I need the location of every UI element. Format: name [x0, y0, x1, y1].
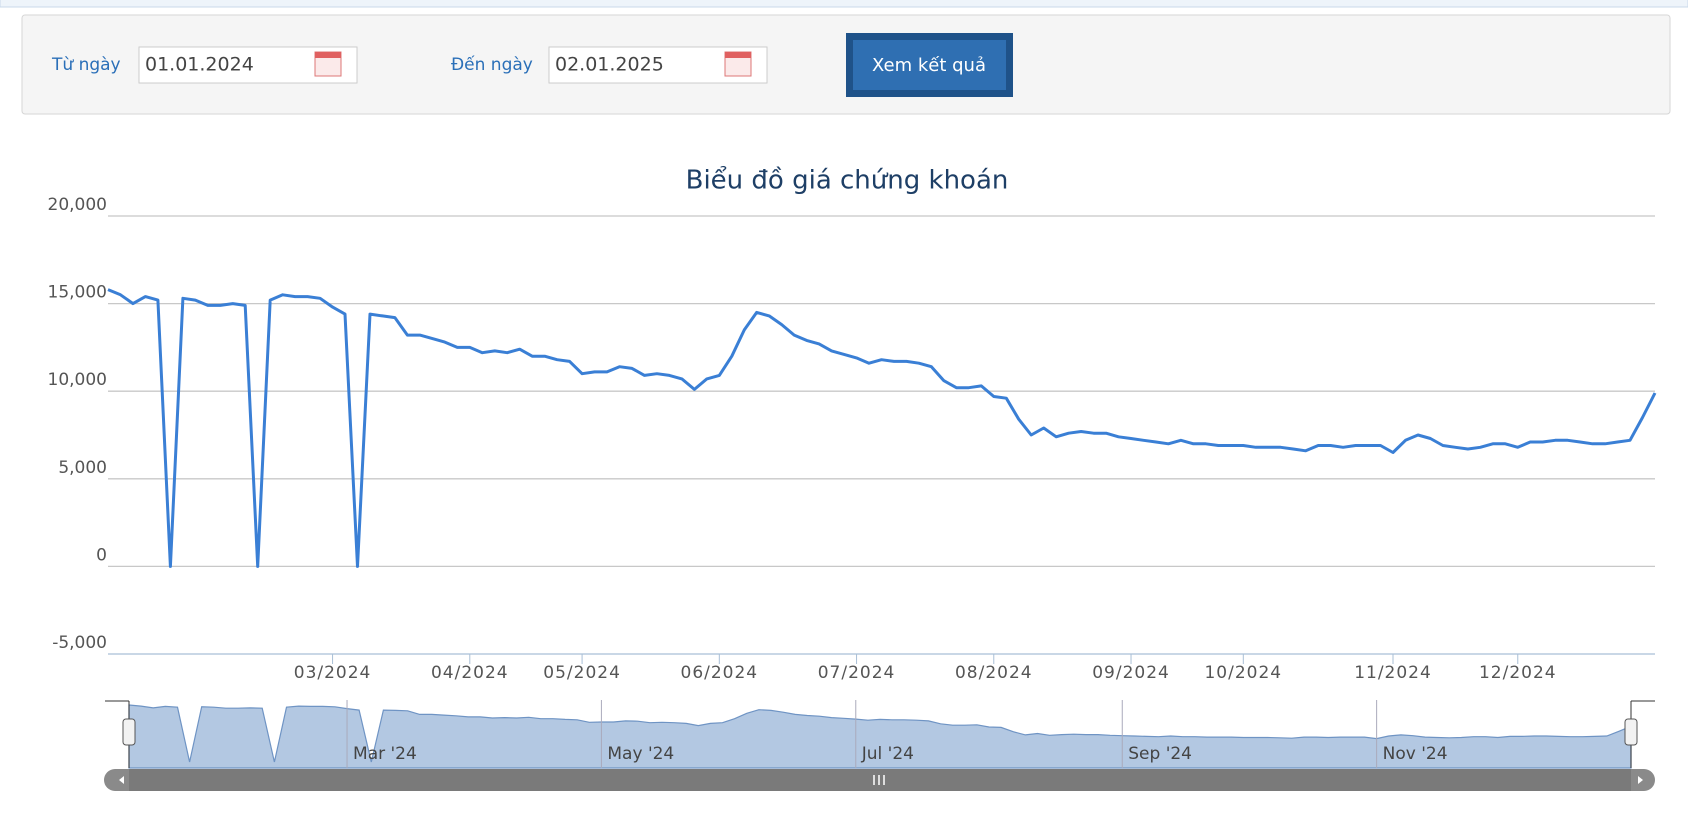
x-tick-label: 03/2024 — [294, 663, 372, 683]
y-tick-label: 10,000 — [48, 370, 107, 390]
y-tick-label: 20,000 — [48, 195, 107, 215]
navigator-handle[interactable] — [122, 718, 136, 746]
calendar-icon-top[interactable] — [315, 52, 341, 58]
calendar-icon[interactable] — [724, 51, 752, 77]
y-tick-label: -5,000 — [52, 633, 107, 653]
scroll-grip — [873, 775, 885, 785]
x-tick-label: 07/2024 — [818, 663, 896, 683]
submit-label[interactable]: Xem kết quả — [872, 55, 986, 76]
navigator-label: Jul '24 — [861, 744, 914, 764]
navigator-label: Mar '24 — [353, 744, 417, 764]
scroll-left-arrow — [119, 776, 124, 784]
x-tick-label: 08/2024 — [955, 663, 1033, 683]
navigator-label: Nov '24 — [1383, 744, 1448, 764]
chart-title: Biểu đồ giá chứng khoán — [686, 165, 1009, 196]
calendar-icon[interactable] — [314, 51, 342, 77]
y-tick-label: 0 — [96, 545, 107, 565]
price-line — [107, 288, 1657, 568]
scroll-right-arrow — [1638, 776, 1643, 784]
x-tick-label: 06/2024 — [681, 663, 759, 683]
to-value[interactable]: 02.01.2025 — [555, 54, 664, 76]
x-tick-label: 12/2024 — [1479, 663, 1557, 683]
y-tick-label: 5,000 — [58, 458, 107, 478]
navigator-area — [128, 704, 1632, 769]
calendar-icon-top[interactable] — [725, 52, 751, 58]
navigator-handle[interactable] — [1624, 718, 1638, 746]
x-tick-label: 11/2024 — [1354, 663, 1432, 683]
scrollbar-thumb[interactable] — [129, 769, 1631, 791]
navigator-label: Sep '24 — [1128, 744, 1192, 764]
navigator-label: May '24 — [607, 744, 674, 764]
submit-button-face[interactable] — [853, 40, 1006, 90]
y-tick-label: 15,000 — [48, 283, 107, 303]
x-tick-label: 09/2024 — [1092, 663, 1170, 683]
x-tick-label: 04/2024 — [431, 663, 509, 683]
top-strip — [0, 0, 1688, 8]
from-label: Từ ngày — [51, 55, 121, 75]
to-label: Đến ngày — [451, 54, 533, 75]
from-value[interactable]: 01.01.2024 — [145, 54, 254, 76]
x-tick-label: 05/2024 — [543, 663, 621, 683]
x-tick-label: 10/2024 — [1204, 663, 1282, 683]
